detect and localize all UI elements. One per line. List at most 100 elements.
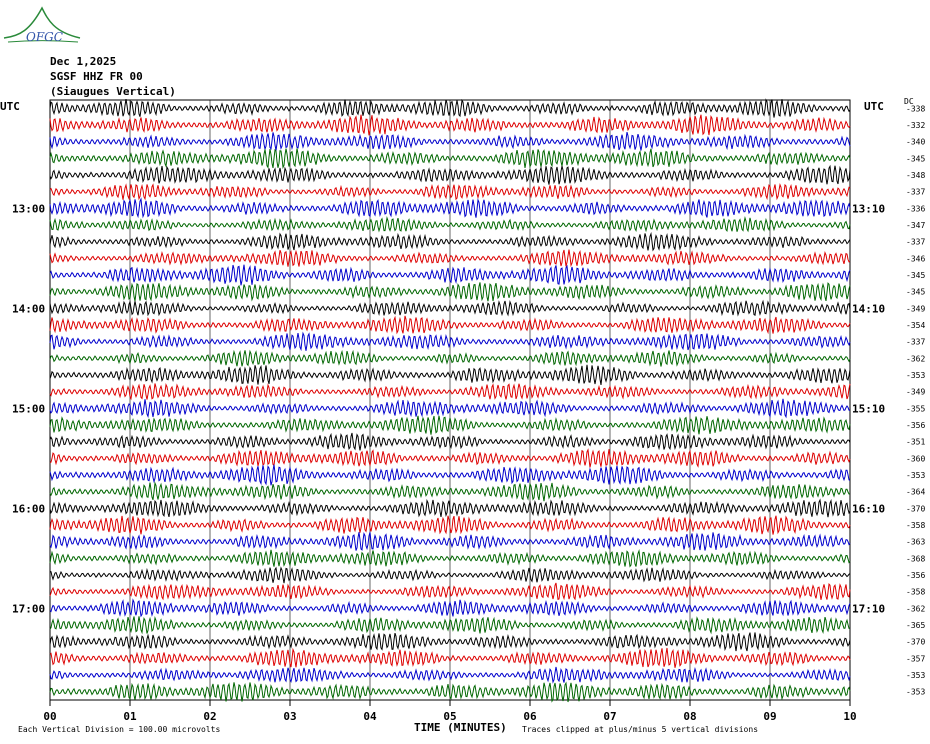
dc-offset-label: -355 — [906, 404, 925, 413]
dc-offset-label: -362 — [906, 604, 925, 613]
x-axis-label: TIME (MINUTES) — [414, 721, 507, 734]
right-time-label: 16:10 — [852, 502, 885, 515]
ofgc-logo: OFGC — [3, 6, 81, 44]
trace-line — [49, 481, 850, 502]
dc-offset-label: -370 — [906, 504, 925, 513]
dc-offset-label: -337 — [906, 338, 925, 347]
dc-offset-label: -353 — [906, 688, 925, 697]
dc-offset-label: -356 — [906, 421, 925, 430]
dc-label: DC — [904, 97, 914, 106]
dc-offset-label: -340 — [906, 138, 925, 147]
dc-offset-label: -351 — [906, 438, 925, 447]
dc-offset-label: -349 — [906, 388, 925, 397]
dc-offset-label: -337 — [906, 188, 925, 197]
dc-offset-label: -338 — [906, 104, 925, 113]
trace-line — [49, 632, 851, 652]
dc-offset-label: -353 — [906, 471, 925, 480]
x-tick-label: 10 — [843, 710, 856, 723]
trace-line — [49, 666, 851, 684]
trace-line — [49, 582, 851, 601]
trace-line — [49, 647, 851, 668]
scale-note: Each Vertical Division = 100.00 microvol… — [18, 725, 221, 734]
right-time-label: 15:10 — [852, 402, 885, 415]
left-utc-label: UTC — [0, 100, 20, 113]
left-time-label: 13:00 — [12, 202, 45, 215]
trace-line — [49, 249, 851, 268]
dc-offset-label: -356 — [906, 571, 925, 580]
left-time-label: 16:00 — [12, 502, 45, 515]
trace-line — [49, 282, 851, 302]
x-tick-label: 08 — [683, 710, 696, 723]
dc-offset-label: -360 — [906, 454, 925, 463]
x-tick-label: 02 — [203, 710, 216, 723]
trace-line — [49, 299, 851, 317]
x-tick-label: 04 — [363, 710, 377, 723]
right-time-label: 17:10 — [852, 602, 885, 615]
trace-line — [49, 498, 851, 518]
dc-offset-label: -353 — [906, 671, 925, 680]
trace-line — [49, 681, 851, 703]
trace-line — [49, 197, 851, 219]
x-tick-label: 05 — [443, 710, 456, 723]
dc-offset-label: -345 — [906, 288, 925, 297]
trace-line — [49, 464, 851, 486]
trace-line — [49, 183, 851, 201]
trace-line — [49, 415, 851, 435]
dc-offset-label: -358 — [906, 521, 925, 530]
x-tick-label: 00 — [43, 710, 56, 723]
dc-offset-label: -370 — [906, 638, 925, 647]
trace-line — [49, 531, 851, 551]
x-tick-label: 06 — [523, 710, 537, 723]
trace-line — [49, 566, 851, 584]
trace-line — [49, 315, 851, 335]
trace-line — [49, 114, 851, 136]
right-time-label: 14:10 — [852, 302, 885, 315]
trace-line — [49, 432, 851, 451]
trace-line — [49, 148, 851, 170]
dc-offset-label: -365 — [906, 621, 925, 630]
trace-line — [49, 98, 851, 118]
trace-line — [49, 549, 851, 568]
station-label: SGSF HHZ FR 00 — [50, 70, 143, 83]
trace-line — [49, 216, 851, 233]
dc-offset-label: -362 — [906, 354, 925, 363]
dc-offset-label: -336 — [906, 204, 925, 213]
left-time-label: 17:00 — [12, 602, 45, 615]
dc-offset-label: -347 — [906, 221, 925, 230]
right-utc-label: UTC — [864, 100, 884, 113]
logo-text: OFGC — [26, 30, 63, 44]
trace-line — [49, 615, 850, 635]
trace-line — [49, 382, 851, 401]
dc-offset-label: -354 — [906, 321, 925, 330]
x-tick-label: 03 — [283, 710, 296, 723]
left-time-label: 15:00 — [12, 402, 45, 415]
location-label: (Siaugues Vertical) — [50, 85, 176, 98]
trace-line — [49, 398, 851, 419]
trace-line — [49, 349, 851, 367]
trace-line — [49, 515, 851, 535]
dc-offset-label: -368 — [906, 554, 925, 563]
date-label: Dec 1,2025 — [50, 55, 117, 68]
dc-offset-label: -345 — [906, 154, 925, 163]
dc-offset-label: -346 — [906, 254, 925, 263]
trace-line — [49, 264, 851, 286]
dc-offset-label: -357 — [906, 654, 925, 663]
trace-line — [49, 364, 851, 385]
clip-note: Traces clipped at plus/minus 5 vertical … — [522, 725, 759, 734]
dc-offset-label: -349 — [906, 304, 925, 313]
left-time-label: 14:00 — [12, 302, 45, 315]
dc-offset-label: -337 — [906, 238, 925, 247]
dc-offset-label: -348 — [906, 171, 925, 180]
trace-line — [49, 164, 851, 185]
x-tick-label: 07 — [603, 710, 616, 723]
dc-offset-label: -364 — [906, 488, 925, 497]
dc-offset-label: -358 — [906, 588, 925, 597]
dc-offset-label: -363 — [906, 538, 925, 547]
dc-offset-label: -345 — [906, 271, 925, 280]
trace-line — [49, 331, 851, 352]
x-tick-label: 09 — [763, 710, 776, 723]
dc-offset-label: -353 — [906, 371, 925, 380]
trace-line — [49, 448, 851, 468]
trace-line — [49, 131, 851, 151]
